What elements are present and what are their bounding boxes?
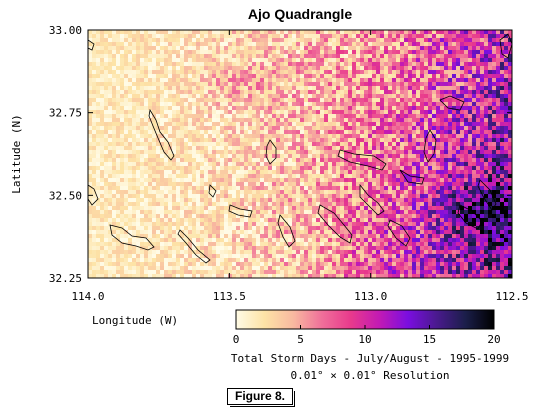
plot-frame — [87, 29, 513, 279]
x-tick-label: 113.0 — [354, 290, 387, 303]
colorbar-tick-label: 0 — [233, 333, 240, 346]
y-axis-title: Latitude (N) — [10, 114, 23, 193]
colorbar-subtitle: 0.01° × 0.01° Resolution — [290, 369, 450, 382]
y-tick-label: 32.25 — [49, 272, 82, 285]
x-axis-ticks: 114.0 113.5 113.0 112.5 — [71, 30, 529, 303]
colorbar-tick-label: 10 — [358, 333, 371, 346]
y-axis-ticks: 32.25 32.50 32.75 33.00 — [49, 24, 512, 285]
y-tick-label: 32.50 — [49, 189, 82, 202]
colorbar-tick-label: 20 — [487, 333, 500, 346]
chart-title: Ajo Quadrangle — [247, 6, 353, 22]
x-tick-label: 114.0 — [71, 290, 104, 303]
heatmap-cells — [88, 30, 512, 278]
colorbar-tick-label: 15 — [423, 333, 436, 346]
x-tick-label: 113.5 — [213, 290, 246, 303]
y-tick-label: 33.00 — [49, 24, 82, 37]
terrain-contours — [88, 33, 512, 264]
y-tick-label: 32.75 — [49, 107, 82, 120]
colorbar-title: Total Storm Days - July/August - 1995-19… — [230, 352, 510, 365]
x-tick-label: 112.5 — [495, 290, 528, 303]
colorbar-ticks: 0 5 10 15 20 — [233, 325, 501, 346]
x-axis-title: Longitude (W) — [92, 314, 178, 327]
colorbar-tick-label: 5 — [297, 333, 304, 346]
figure-label: Figure 8. — [227, 388, 295, 407]
